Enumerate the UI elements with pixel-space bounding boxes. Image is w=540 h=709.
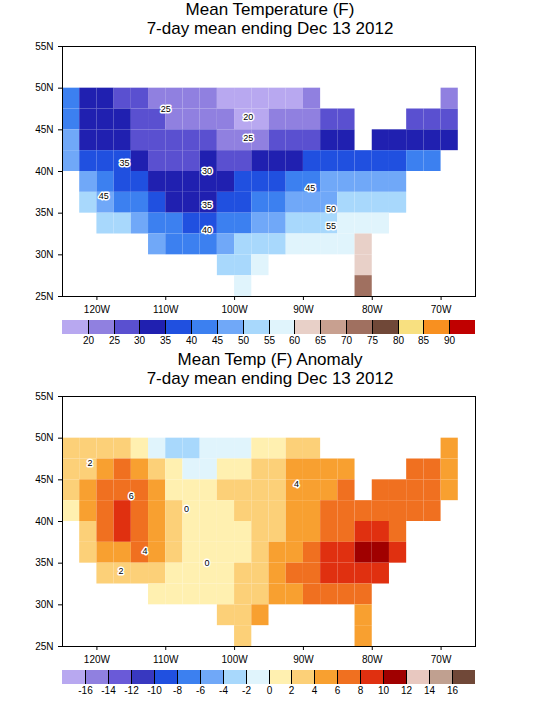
svg-text:45: 45 xyxy=(305,183,315,193)
svg-text:30: 30 xyxy=(134,335,146,346)
svg-text:0: 0 xyxy=(184,504,189,514)
svg-text:12: 12 xyxy=(401,685,413,696)
svg-text:90W: 90W xyxy=(293,654,314,665)
svg-text:-4: -4 xyxy=(219,685,228,696)
svg-text:40: 40 xyxy=(186,335,198,346)
svg-text:35: 35 xyxy=(119,158,129,168)
html-text:7-day mean ending Dec 13 2012: 7-day mean ending Dec 13 2012 xyxy=(146,19,394,38)
svg-text:100W: 100W xyxy=(222,654,249,665)
svg-text:120W: 120W xyxy=(84,304,111,315)
svg-text:8: 8 xyxy=(358,685,364,696)
svg-text:0: 0 xyxy=(267,685,273,696)
svg-text:30: 30 xyxy=(202,166,212,176)
svg-text:75: 75 xyxy=(367,335,379,346)
svg-text:14: 14 xyxy=(424,685,436,696)
svg-text:50N: 50N xyxy=(35,82,53,93)
svg-text:80W: 80W xyxy=(362,304,383,315)
svg-text:85: 85 xyxy=(418,335,430,346)
svg-text:40N: 40N xyxy=(35,516,53,527)
svg-text:50N: 50N xyxy=(35,432,53,443)
svg-text:4: 4 xyxy=(294,479,299,489)
svg-text:25: 25 xyxy=(243,133,253,143)
svg-text:90: 90 xyxy=(444,335,456,346)
svg-text:10: 10 xyxy=(378,685,390,696)
svg-text:35N: 35N xyxy=(35,557,53,568)
svg-text:0: 0 xyxy=(205,558,210,568)
svg-text:6: 6 xyxy=(335,685,341,696)
svg-text:-12: -12 xyxy=(124,685,139,696)
svg-text:50: 50 xyxy=(238,335,250,346)
svg-text:55N: 55N xyxy=(35,391,53,402)
svg-text:55: 55 xyxy=(326,221,336,231)
svg-text:35: 35 xyxy=(202,200,212,210)
svg-text:55: 55 xyxy=(264,335,276,346)
svg-text:110W: 110W xyxy=(153,304,179,315)
svg-text:80W: 80W xyxy=(362,654,383,665)
svg-text:70W: 70W xyxy=(431,654,452,665)
svg-text:65: 65 xyxy=(315,335,327,346)
svg-text:4: 4 xyxy=(143,546,148,556)
svg-text:30N: 30N xyxy=(35,599,53,610)
svg-text:80: 80 xyxy=(393,335,405,346)
svg-text:-14: -14 xyxy=(101,685,116,696)
svg-text:25N: 25N xyxy=(35,291,53,302)
html-text:Mean Temp (F) Anomaly: Mean Temp (F) Anomaly xyxy=(177,350,363,369)
svg-text:2: 2 xyxy=(88,458,93,468)
svg-text:25: 25 xyxy=(109,335,121,346)
svg-text:35: 35 xyxy=(160,335,172,346)
svg-text:16: 16 xyxy=(447,685,459,696)
svg-text:120W: 120W xyxy=(84,654,111,665)
svg-text:50: 50 xyxy=(326,204,336,214)
svg-text:70W: 70W xyxy=(431,304,452,315)
svg-text:-8: -8 xyxy=(173,685,182,696)
svg-text:30N: 30N xyxy=(35,249,53,260)
svg-text:90W: 90W xyxy=(293,304,314,315)
svg-text:70: 70 xyxy=(341,335,353,346)
svg-text:45: 45 xyxy=(212,335,224,346)
svg-text:25: 25 xyxy=(161,104,171,114)
svg-text:-6: -6 xyxy=(196,685,205,696)
html-text:Mean Temperature (F): Mean Temperature (F) xyxy=(185,0,355,19)
svg-text:110W: 110W xyxy=(153,654,179,665)
svg-text:-10: -10 xyxy=(147,685,162,696)
svg-text:60: 60 xyxy=(289,335,301,346)
svg-text:55N: 55N xyxy=(35,41,53,52)
svg-text:20: 20 xyxy=(83,335,95,346)
html-text:7-day mean ending Dec 13 2012: 7-day mean ending Dec 13 2012 xyxy=(146,369,394,388)
svg-text:40N: 40N xyxy=(35,166,53,177)
svg-text:2: 2 xyxy=(119,566,124,576)
svg-text:45N: 45N xyxy=(35,124,53,135)
svg-text:-16: -16 xyxy=(78,685,93,696)
svg-text:2: 2 xyxy=(289,685,295,696)
svg-text:45N: 45N xyxy=(35,474,53,485)
svg-text:40: 40 xyxy=(202,225,212,235)
svg-text:4: 4 xyxy=(312,685,318,696)
svg-text:6: 6 xyxy=(129,491,134,501)
svg-text:100W: 100W xyxy=(222,304,249,315)
svg-text:20: 20 xyxy=(243,112,253,122)
svg-text:45: 45 xyxy=(99,191,109,201)
svg-text:35N: 35N xyxy=(35,207,53,218)
svg-text:-2: -2 xyxy=(242,685,251,696)
svg-text:25N: 25N xyxy=(35,641,53,652)
